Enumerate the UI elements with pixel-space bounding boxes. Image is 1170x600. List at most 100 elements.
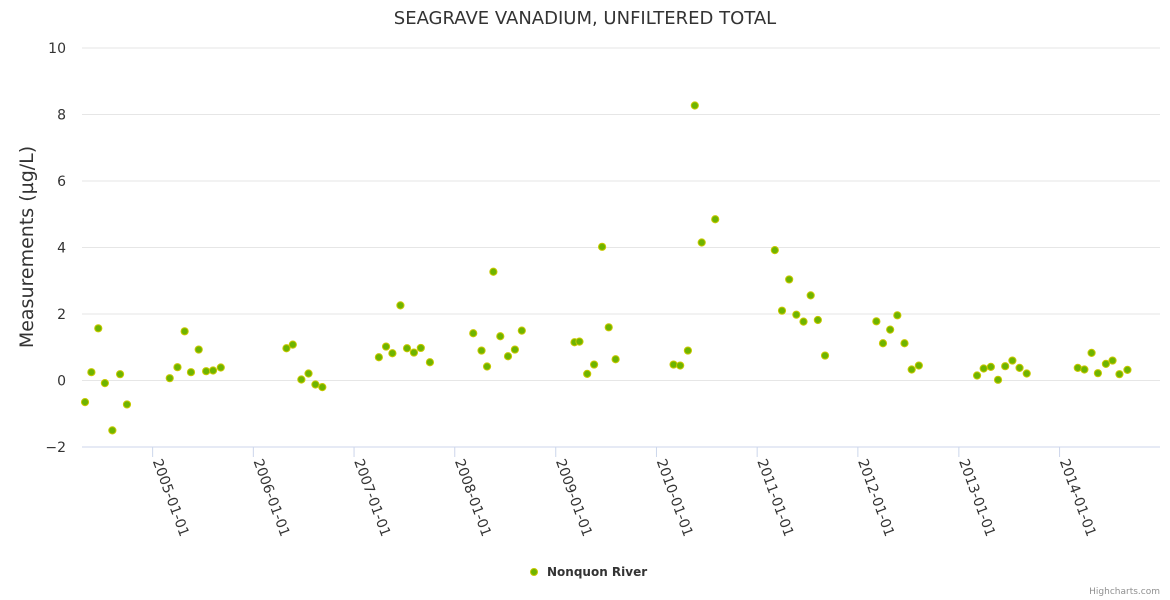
data-point[interactable] (1093, 369, 1103, 378)
series-nonquon-river[interactable] (80, 101, 1132, 435)
data-point[interactable] (1008, 356, 1017, 365)
data-point[interactable] (575, 337, 584, 346)
data-point[interactable] (318, 383, 327, 392)
data-point[interactable] (986, 362, 995, 371)
data-point[interactable] (907, 365, 916, 374)
data-point[interactable] (186, 368, 196, 377)
data-point[interactable] (893, 311, 902, 320)
data-point[interactable] (482, 362, 492, 371)
data-point[interactable] (872, 317, 881, 326)
data-point[interactable] (202, 367, 211, 376)
data-point[interactable] (1108, 356, 1117, 365)
data-point[interactable] (683, 346, 693, 355)
data-point[interactable] (288, 340, 297, 349)
data-point[interactable] (87, 368, 96, 377)
data-point[interactable] (1015, 363, 1024, 372)
x-tick-label: 2006-01-01 (250, 457, 293, 539)
x-tick-label: 2005-01-01 (149, 457, 192, 539)
data-point[interactable] (282, 344, 291, 353)
data-point[interactable] (517, 326, 526, 335)
data-point[interactable] (396, 301, 405, 310)
data-point[interactable] (402, 344, 412, 353)
data-point[interactable] (489, 267, 498, 276)
data-point[interactable] (503, 352, 513, 361)
data-point[interactable] (770, 246, 779, 255)
data-point[interactable] (1101, 359, 1111, 368)
data-point[interactable] (100, 379, 110, 388)
data-point[interactable] (611, 355, 620, 364)
data-point[interactable] (1087, 348, 1096, 358)
data-point[interactable] (676, 361, 685, 370)
data-point[interactable] (604, 323, 613, 332)
data-point[interactable] (1123, 365, 1132, 374)
data-point[interactable] (900, 339, 909, 348)
data-point[interactable] (1073, 363, 1082, 372)
data-point[interactable] (820, 351, 830, 360)
grid-lines (82, 47, 1160, 381)
data-point[interactable] (669, 360, 678, 369)
x-tick-label: 2007-01-01 (350, 457, 393, 539)
x-tick-label: 2010-01-01 (653, 457, 696, 539)
data-point[interactable] (388, 349, 397, 358)
data-point[interactable] (1001, 362, 1010, 371)
data-point[interactable] (972, 371, 982, 380)
data-point[interactable] (180, 327, 189, 336)
data-point[interactable] (711, 215, 720, 224)
data-point[interactable] (496, 332, 505, 341)
data-point[interactable] (1080, 365, 1089, 374)
data-point[interactable] (194, 345, 203, 354)
data-point[interactable] (993, 375, 1003, 384)
x-tick-label: 2008-01-01 (451, 457, 494, 539)
data-point[interactable] (469, 329, 478, 338)
data-point[interactable] (297, 375, 306, 384)
data-point[interactable] (381, 342, 391, 351)
data-point[interactable] (477, 346, 486, 355)
data-point[interactable] (115, 370, 125, 379)
data-point[interactable] (216, 363, 225, 372)
data-point[interactable] (886, 325, 895, 334)
x-tick-label: 2014-01-01 (1056, 457, 1099, 539)
data-point[interactable] (785, 275, 794, 284)
data-point[interactable] (697, 238, 706, 247)
data-point[interactable] (108, 426, 117, 435)
data-point[interactable] (589, 360, 599, 369)
data-point[interactable] (597, 242, 607, 251)
x-tick-label: 2011-01-01 (753, 457, 796, 539)
data-point[interactable] (813, 315, 822, 325)
data-point[interactable] (690, 101, 699, 110)
data-point[interactable] (792, 310, 801, 319)
x-tick-label: 2012-01-01 (854, 457, 897, 539)
credits-link[interactable]: Highcharts.com (1089, 587, 1160, 597)
data-point[interactable] (311, 380, 320, 389)
data-point[interactable] (979, 364, 988, 373)
data-point[interactable] (208, 366, 218, 375)
data-point[interactable] (1022, 369, 1031, 378)
x-tick-label: 2009-01-01 (552, 457, 595, 539)
y-tick-label: 8 (57, 108, 66, 124)
data-point[interactable] (583, 369, 592, 378)
data-point[interactable] (165, 374, 174, 383)
data-point[interactable] (799, 317, 808, 326)
data-point[interactable] (94, 324, 103, 333)
data-point[interactable] (425, 358, 435, 367)
legend-marker-icon[interactable] (530, 568, 538, 576)
legend[interactable]: Nonquon River (530, 565, 648, 579)
data-point[interactable] (122, 400, 132, 409)
data-point[interactable] (510, 345, 520, 354)
legend-item-nonquon-river[interactable]: Nonquon River (547, 565, 647, 579)
data-point[interactable] (914, 361, 923, 370)
data-point[interactable] (416, 343, 425, 353)
y-tick-label: 2 (57, 307, 66, 323)
data-point[interactable] (374, 353, 383, 362)
data-point[interactable] (409, 348, 419, 357)
x-tick-label: 2013-01-01 (955, 457, 998, 539)
y-tick-label: −2 (45, 440, 66, 456)
data-point[interactable] (1115, 370, 1124, 379)
data-point[interactable] (173, 363, 182, 372)
data-point[interactable] (80, 398, 90, 407)
data-point[interactable] (878, 339, 888, 348)
data-point[interactable] (304, 369, 313, 378)
data-point[interactable] (806, 291, 815, 300)
data-point[interactable] (777, 306, 787, 315)
